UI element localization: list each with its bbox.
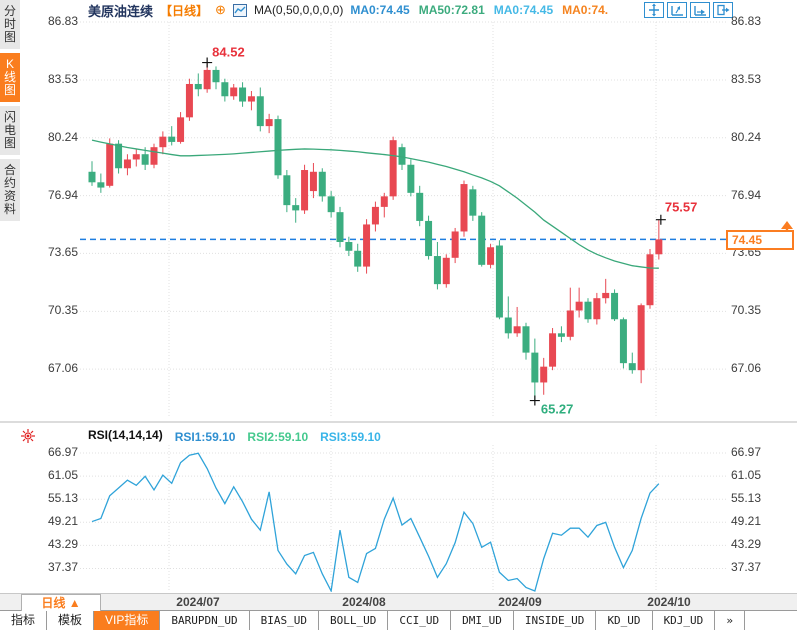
indicator-tab-模板[interactable]: 模板 xyxy=(47,611,95,630)
indicator-tab-BOLL_UD[interactable]: BOLL_UD xyxy=(319,611,389,630)
axis-zoom-up-icon[interactable] xyxy=(667,2,687,18)
rsi-axis-tick: 55.13 xyxy=(731,491,762,506)
price-axis-tick: 86.83 xyxy=(731,14,762,28)
price-axis-tick: 80.24 xyxy=(731,129,762,144)
ma-formula: MA(0,50,0,0,0,0) xyxy=(253,3,344,17)
rsi-axis-tick: 55.13 xyxy=(47,491,78,506)
indicator-settings-icon[interactable] xyxy=(20,428,36,444)
indicator-tab-KDJ_UD[interactable]: KDJ_UD xyxy=(653,611,716,630)
price-axis-tick: 83.53 xyxy=(731,71,762,86)
rsi-axis-tick: 66.97 xyxy=(47,445,78,459)
price-axis-tick: 76.94 xyxy=(47,187,78,202)
svg-text:75.57: 75.57 xyxy=(665,200,698,215)
ma-values: MA0:74.45 MA50:72.81 MA0:74.45 MA0:74. xyxy=(350,1,617,19)
rsi-axis-tick: 37.37 xyxy=(47,560,78,575)
rsi-value: RSI2:59.10 xyxy=(247,430,309,444)
circle-plus-icon[interactable]: ⊕ xyxy=(215,2,226,17)
price-axis-tick: 67.06 xyxy=(731,361,762,376)
date-label: 2024/08 xyxy=(342,595,386,609)
period-tag: 【日线】 xyxy=(160,3,209,18)
pane-divider[interactable] xyxy=(0,421,797,423)
rsi-chart[interactable] xyxy=(0,423,797,592)
indicator-tab-BIAS_UD[interactable]: BIAS_UD xyxy=(250,611,319,630)
price-axis-tick: 76.94 xyxy=(731,187,762,202)
rsi-axis-tick: 43.29 xyxy=(731,537,762,552)
chart-type-icon[interactable] xyxy=(232,3,247,17)
rsi-values: RSI1:59.10 RSI2:59.10 RSI3:59.10 xyxy=(175,428,393,446)
indicator-tab-DMI_UD[interactable]: DMI_UD xyxy=(451,611,514,630)
rsi-formula: RSI(14,14,14) xyxy=(88,428,163,442)
rsi-axis-tick: 66.97 xyxy=(731,445,762,459)
price-axis-tick: 80.24 xyxy=(47,129,78,144)
chart-toolbar xyxy=(644,2,733,18)
price-axis-tick: 73.65 xyxy=(47,245,78,260)
date-label: 2024/10 xyxy=(647,595,691,609)
date-axis: 日线 ▲ 2024/07 2024/08 2024/09 2024/10 xyxy=(0,593,797,612)
price-axis-tick: 86.83 xyxy=(47,14,78,28)
rsi-axis-tick: 49.21 xyxy=(731,514,762,529)
rsi-axis-tick: 37.37 xyxy=(731,560,762,575)
rsi-axis-tick: 61.05 xyxy=(731,468,762,483)
indicator-tab-BARUPDN_UD[interactable]: BARUPDN_UD xyxy=(160,611,250,630)
rsi-axis-tick: 43.29 xyxy=(47,537,78,552)
indicator-tab-KD_UD[interactable]: KD_UD xyxy=(596,611,653,630)
sidebar-tab-合约资料[interactable]: 合约资料 xyxy=(0,159,20,221)
ma-value: MA0:74.45 xyxy=(350,3,410,17)
svg-text:84.52: 84.52 xyxy=(212,45,245,60)
chart-header: 美原油连续 【日线】 ⊕ MA(0,50,0,0,0,0) MA0:74.45 M… xyxy=(88,1,617,19)
move-crosshair-icon[interactable] xyxy=(644,2,664,18)
rsi-header: RSI(14,14,14) RSI1:59.10 RSI2:59.10 RSI3:5… xyxy=(88,428,393,446)
indicator-tab-INSIDE_UD[interactable]: INSIDE_UD xyxy=(514,611,597,630)
indicator-tab-指标[interactable]: 指标 xyxy=(0,611,48,630)
date-label: 2024/09 xyxy=(498,595,542,609)
exit-panel-icon[interactable] xyxy=(713,2,733,18)
price-axis-tick: 67.06 xyxy=(47,361,78,376)
current-price-tag: 74.45 xyxy=(726,230,794,250)
indicator-tab-bar: 指标 模板 VIP指标 BARUPDN_UD BIAS_UD BOLL_UD CCI_UD D… xyxy=(0,611,797,631)
indicator-tab-VIP指标[interactable]: VIP指标 xyxy=(94,611,161,630)
price-axis-tick: 83.53 xyxy=(47,71,78,86)
axis-zoom-right-icon[interactable] xyxy=(690,2,710,18)
ma-value: MA0:74. xyxy=(562,3,609,17)
indicator-tab-»[interactable]: » xyxy=(715,611,745,630)
price-axis-tick: 70.35 xyxy=(47,303,78,318)
ma-value: MA50:72.81 xyxy=(418,3,485,17)
candlestick-chart[interactable]: 84.52 75.57 65.27 xyxy=(0,0,797,423)
price-axis-tick: 70.35 xyxy=(731,303,762,318)
indicator-tab-CCI_UD[interactable]: CCI_UD xyxy=(388,611,452,630)
sidebar-tab-闪电图[interactable]: 闪电图 xyxy=(0,106,20,155)
rsi-axis-tick: 61.05 xyxy=(47,468,78,483)
sidebar-tab-分时图[interactable]: 分时图 xyxy=(0,0,20,49)
rsi-axis-tick: 49.21 xyxy=(47,514,78,529)
instrument-title: 美原油连续 xyxy=(88,3,154,19)
rsi-value: RSI1:59.10 xyxy=(174,430,236,444)
svg-text:65.27: 65.27 xyxy=(541,402,574,417)
rsi-value: RSI3:59.10 xyxy=(320,430,381,444)
date-label: 2024/07 xyxy=(176,595,220,609)
period-selector[interactable]: 日线 ▲ xyxy=(21,594,101,612)
ma-value: MA0:74.45 xyxy=(493,3,554,17)
